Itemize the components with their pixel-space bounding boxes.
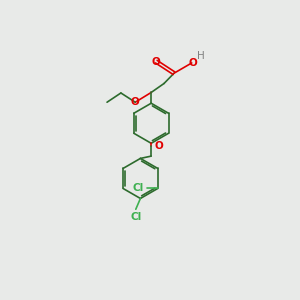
- Text: O: O: [188, 58, 197, 68]
- Text: Cl: Cl: [130, 212, 141, 222]
- Text: O: O: [154, 141, 163, 152]
- Text: O: O: [151, 57, 160, 67]
- Text: Cl: Cl: [133, 183, 144, 193]
- Text: O: O: [130, 97, 139, 107]
- Text: H: H: [197, 51, 205, 61]
